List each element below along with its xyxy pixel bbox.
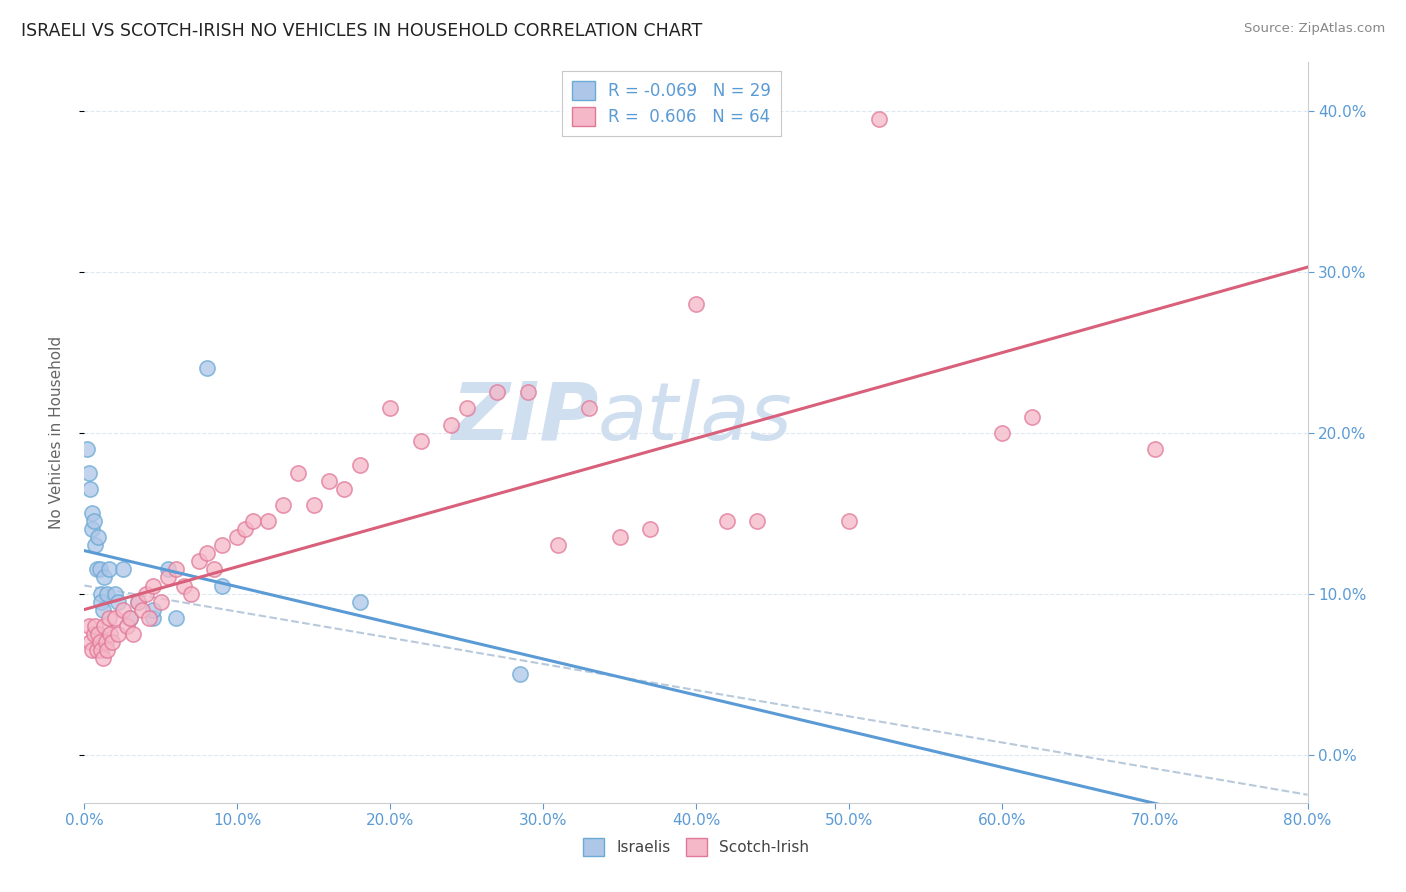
Point	[122, 627, 145, 641]
Point	[302, 498, 325, 512]
Point	[80, 522, 103, 536]
Point	[165, 610, 187, 624]
Point	[638, 522, 661, 536]
Point	[838, 514, 860, 528]
Point	[195, 361, 218, 376]
Point	[97, 610, 120, 624]
Point	[685, 297, 707, 311]
Point	[104, 610, 127, 624]
Point	[87, 627, 110, 641]
Point	[157, 562, 180, 576]
Point	[94, 635, 117, 649]
Point	[516, 385, 538, 400]
Point	[79, 635, 101, 649]
Point	[127, 594, 149, 608]
Point	[111, 602, 134, 616]
Point	[165, 562, 187, 576]
Point	[318, 474, 340, 488]
Point	[86, 562, 108, 576]
Point	[547, 538, 569, 552]
Point	[80, 643, 103, 657]
Text: atlas: atlas	[598, 379, 793, 457]
Point	[456, 401, 478, 416]
Point	[77, 466, 100, 480]
Point	[77, 619, 100, 633]
Point	[127, 594, 149, 608]
Point	[107, 594, 129, 608]
Point	[440, 417, 463, 432]
Point	[91, 602, 114, 616]
Point	[173, 578, 195, 592]
Point	[157, 570, 180, 584]
Point	[84, 619, 107, 633]
Point	[84, 538, 107, 552]
Y-axis label: No Vehicles in Household: No Vehicles in Household	[49, 336, 63, 529]
Point	[1143, 442, 1166, 456]
Point	[716, 514, 738, 528]
Point	[195, 546, 218, 560]
Point	[578, 401, 600, 416]
Point	[1021, 409, 1043, 424]
Point	[90, 594, 112, 608]
Point	[188, 554, 211, 568]
Point	[149, 594, 172, 608]
Point	[93, 619, 115, 633]
Point	[257, 514, 280, 528]
Point	[90, 643, 112, 657]
Point	[111, 562, 134, 576]
Point	[211, 538, 233, 552]
Point	[409, 434, 432, 448]
Point	[104, 586, 127, 600]
Point	[131, 602, 153, 616]
Point	[93, 570, 115, 584]
Point	[96, 586, 118, 600]
Point	[101, 635, 124, 649]
Point	[135, 586, 157, 600]
Point	[83, 514, 105, 528]
Legend: Israelis, Scotch-Irish: Israelis, Scotch-Irish	[576, 832, 815, 862]
Point	[89, 562, 111, 576]
Point	[991, 425, 1014, 440]
Point	[287, 466, 309, 480]
Text: Source: ZipAtlas.com: Source: ZipAtlas.com	[1244, 22, 1385, 36]
Point	[79, 482, 101, 496]
Point	[80, 506, 103, 520]
Point	[869, 112, 891, 126]
Point	[120, 610, 142, 624]
Point	[97, 562, 120, 576]
Point	[180, 586, 202, 600]
Point	[142, 602, 165, 616]
Point	[90, 586, 112, 600]
Point	[83, 627, 105, 641]
Point	[142, 610, 165, 624]
Point	[242, 514, 264, 528]
Point	[211, 578, 233, 592]
Point	[89, 635, 111, 649]
Text: ZIP: ZIP	[451, 379, 598, 457]
Text: ISRAELI VS SCOTCH-IRISH NO VEHICLES IN HOUSEHOLD CORRELATION CHART: ISRAELI VS SCOTCH-IRISH NO VEHICLES IN H…	[21, 22, 703, 40]
Point	[86, 643, 108, 657]
Point	[509, 667, 531, 681]
Point	[142, 578, 165, 592]
Point	[96, 643, 118, 657]
Point	[349, 594, 371, 608]
Point	[233, 522, 256, 536]
Point	[87, 530, 110, 544]
Point	[380, 401, 402, 416]
Point	[271, 498, 294, 512]
Point	[333, 482, 356, 496]
Point	[226, 530, 249, 544]
Point	[609, 530, 631, 544]
Point	[107, 627, 129, 641]
Point	[115, 619, 138, 633]
Point	[91, 651, 114, 665]
Point	[202, 562, 225, 576]
Point	[138, 610, 160, 624]
Point	[747, 514, 769, 528]
Point	[98, 627, 121, 641]
Point	[120, 610, 142, 624]
Point	[349, 458, 371, 472]
Point	[76, 442, 98, 456]
Point	[486, 385, 509, 400]
